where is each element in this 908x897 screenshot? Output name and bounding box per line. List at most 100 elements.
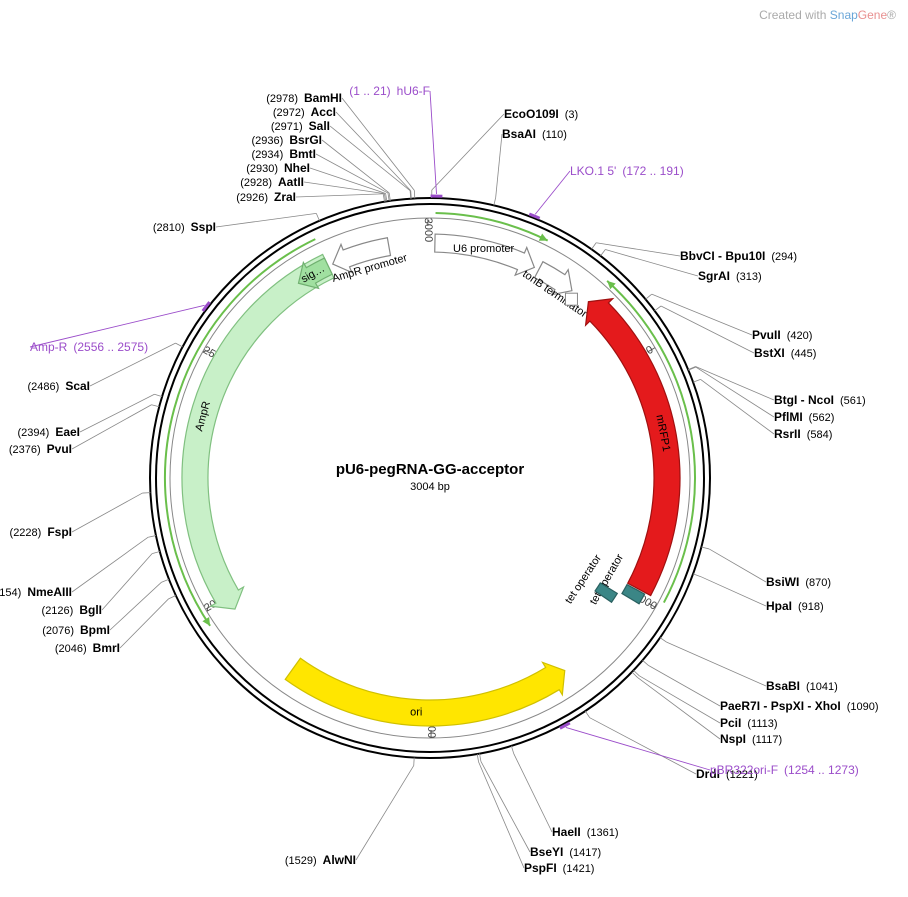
site-leader	[152, 552, 160, 554]
site-leader	[632, 672, 638, 678]
site-leader	[590, 718, 696, 774]
site-leader	[481, 761, 530, 852]
site-label: (2978)BamHI	[266, 91, 342, 105]
tick-label: 3000	[422, 218, 434, 243]
site-leader	[701, 577, 766, 606]
site-leader	[514, 754, 552, 832]
site-leader	[655, 306, 661, 311]
feature-ori	[285, 658, 565, 726]
site-leader	[480, 754, 481, 762]
site-leader	[72, 493, 142, 532]
site-leader	[709, 549, 766, 582]
plasmid-size: 3004 bp	[410, 481, 450, 493]
site-leader	[688, 367, 695, 370]
site-leader	[696, 367, 774, 417]
site-leader	[102, 554, 152, 610]
site-leader	[643, 660, 649, 665]
site-leader	[649, 666, 720, 706]
watermark: Created with SnapGene®	[759, 8, 896, 22]
site-leader	[322, 140, 389, 193]
site-leader	[688, 367, 695, 370]
site-label: (2934)BmtI	[252, 147, 316, 161]
site-leader	[667, 642, 766, 686]
site-leader	[693, 574, 701, 577]
site-leader	[477, 754, 478, 762]
site-leader	[600, 250, 605, 256]
site-leader	[316, 213, 319, 220]
site-label: (2972)AccI	[273, 105, 336, 119]
site-leader	[151, 405, 159, 407]
site-label: (2936)BsrGI	[252, 133, 322, 147]
site-label: (2928)AatII	[240, 175, 304, 189]
site-label: (2154)NmeAIII	[0, 585, 72, 599]
primer-label: pBR322ori-F(1254 .. 1273)	[710, 763, 859, 777]
primer-label: (1 .. 21)hU6-F	[349, 84, 430, 98]
site-label: (2930)NheI	[246, 161, 310, 175]
site-leader	[638, 678, 720, 739]
site-leader	[646, 294, 652, 299]
site-leader	[356, 766, 414, 860]
site-label: PciI(1113)	[720, 716, 778, 730]
site-leader	[72, 405, 151, 449]
site-leader	[693, 379, 701, 382]
site-label: EcoO109I(3)	[504, 107, 578, 121]
site-leader	[120, 599, 169, 648]
site-leader	[72, 537, 148, 592]
feature-label: ori	[410, 707, 422, 719]
site-label: (2376)PvuI	[9, 442, 72, 456]
watermark-prefix: Created with	[759, 8, 830, 22]
site-label: PflMI(562)	[774, 410, 834, 424]
site-label: BstXI(445)	[754, 346, 816, 360]
watermark-brand2: Gene	[858, 8, 887, 22]
plasmid-map: 50010001500200025003000U6 promotertonB t…	[0, 0, 908, 897]
site-label: (2046)BmrI	[55, 641, 120, 655]
site-label: PspFI(1421)	[524, 861, 594, 875]
site-label: BsaBI(1041)	[766, 679, 838, 693]
site-leader	[661, 306, 754, 353]
site-leader	[696, 367, 774, 400]
site-label: HpaI(918)	[766, 599, 824, 613]
site-label: (2926)ZraI	[236, 190, 296, 204]
site-label: PvuII(420)	[752, 328, 812, 342]
site-leader	[216, 213, 316, 227]
site-label: (2394)EaeI	[18, 425, 80, 439]
site-leader	[660, 638, 667, 643]
site-leader	[479, 762, 524, 868]
watermark-brand1: Snap	[830, 8, 858, 22]
site-leader	[80, 394, 154, 432]
site-leader	[701, 547, 709, 549]
site-label: BsaAI(110)	[502, 127, 567, 141]
site-leader	[304, 182, 384, 194]
site-label: BtgI - NcoI(561)	[774, 393, 866, 407]
site-leader	[634, 670, 640, 675]
site-leader	[176, 343, 183, 347]
site-label: BseYI(1417)	[530, 845, 601, 859]
small-box	[565, 293, 577, 305]
site-leader	[148, 536, 156, 538]
site-leader	[432, 114, 504, 190]
site-label: (2228)FspI	[10, 525, 72, 539]
primer-label: LKO.1 5'(172 .. 191)	[570, 164, 684, 178]
site-label: (2126)BglI	[42, 603, 102, 617]
site-leader	[411, 191, 412, 199]
primer-leader	[566, 727, 710, 770]
site-leader	[110, 582, 162, 630]
primer-leader	[430, 91, 437, 194]
plasmid-name: pU6-pegRNA-GG-acceptor	[336, 461, 525, 478]
site-label: HaeII(1361)	[552, 825, 618, 839]
site-label: (2971)SalI	[271, 119, 330, 133]
site-label: (1529)AlwNI	[285, 853, 356, 867]
site-label: BbvCI - Bpu10I(294)	[680, 249, 797, 263]
site-label: NspI(1117)	[720, 732, 782, 746]
site-leader	[330, 126, 410, 191]
site-label: BsiWI(870)	[766, 575, 831, 589]
site-leader	[511, 746, 513, 754]
site-leader	[336, 112, 411, 191]
site-label: PaeR7I - PspXI - XhoI(1090)	[720, 699, 879, 713]
site-leader	[592, 243, 597, 250]
site-leader	[296, 194, 383, 197]
site-leader	[154, 394, 162, 396]
outer-ring	[150, 198, 710, 758]
primer-leader	[535, 171, 570, 214]
site-leader	[169, 595, 176, 598]
